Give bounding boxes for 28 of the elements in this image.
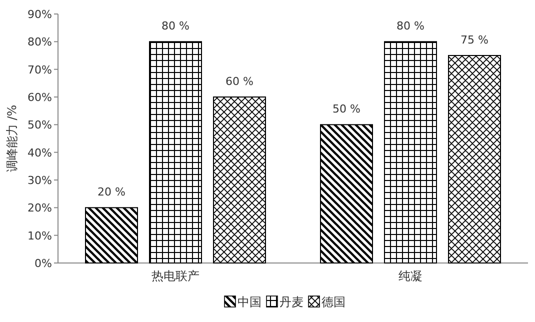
data-label: 80 % xyxy=(396,20,424,33)
data-label: 60 % xyxy=(226,75,254,88)
data-label: 75 % xyxy=(460,34,488,46)
data-label: 50 % xyxy=(332,102,360,116)
y-tick-label: 70% xyxy=(28,63,52,76)
y-tick-label: 30% xyxy=(28,174,52,187)
bar xyxy=(149,41,202,264)
bar xyxy=(213,96,266,264)
bar xyxy=(448,55,501,264)
legend-label: 中国 xyxy=(238,295,262,309)
y-axis-title: 调峰能力 /% xyxy=(5,104,19,172)
y-tick-label: 20% xyxy=(28,202,52,215)
y-tick-label: 50% xyxy=(28,118,52,132)
y-tick-label: 60% xyxy=(28,91,52,104)
y-tick-label: 40% xyxy=(28,146,52,160)
data-label: 20 % xyxy=(98,186,126,199)
x-tick-label: 纯凝 xyxy=(398,269,422,283)
data-label: 80 % xyxy=(162,20,190,33)
x-tick-label: 热电联产 xyxy=(152,269,200,283)
y-tick-label: 10% xyxy=(28,229,52,242)
legend-label: 德国 xyxy=(322,295,346,309)
bar xyxy=(384,41,437,264)
bar xyxy=(85,207,138,264)
y-tick-label: 80% xyxy=(28,36,52,49)
bar xyxy=(320,124,373,264)
legend-label: 丹麦 xyxy=(280,295,304,309)
y-tick-label: 0% xyxy=(34,257,52,270)
y-tick-label: 90% xyxy=(28,8,52,21)
